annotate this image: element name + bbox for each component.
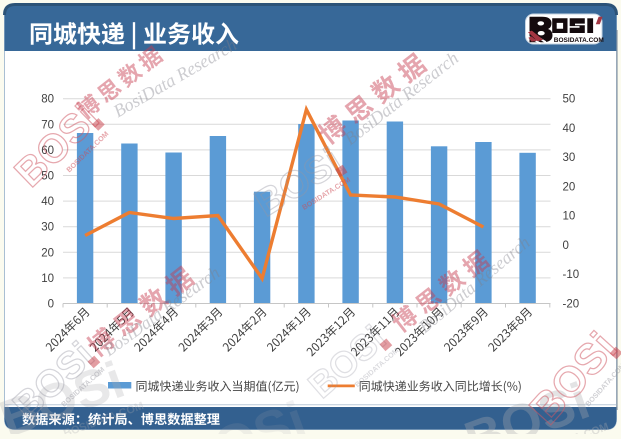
svg-text:20: 20 (563, 182, 576, 194)
svg-text:-20: -20 (563, 299, 580, 311)
svg-text:10: 10 (563, 211, 576, 223)
svg-text:80: 80 (41, 94, 54, 106)
svg-text:30: 30 (41, 222, 54, 234)
svg-text:0: 0 (563, 240, 569, 252)
svg-text:50: 50 (563, 94, 576, 106)
svg-text:10: 10 (41, 273, 54, 285)
svg-text:60: 60 (41, 145, 54, 157)
svg-text:0: 0 (48, 299, 54, 311)
svg-text:30: 30 (563, 152, 576, 164)
svg-text:BOSIDATA.COM: BOSIDATA.COM (554, 37, 604, 44)
svg-text:40: 40 (41, 196, 54, 208)
svg-text:50: 50 (41, 171, 54, 183)
svg-text:40: 40 (563, 123, 576, 135)
svg-text:-10: -10 (563, 269, 580, 281)
svg-text:20: 20 (41, 247, 54, 259)
svg-text:70: 70 (41, 119, 54, 131)
